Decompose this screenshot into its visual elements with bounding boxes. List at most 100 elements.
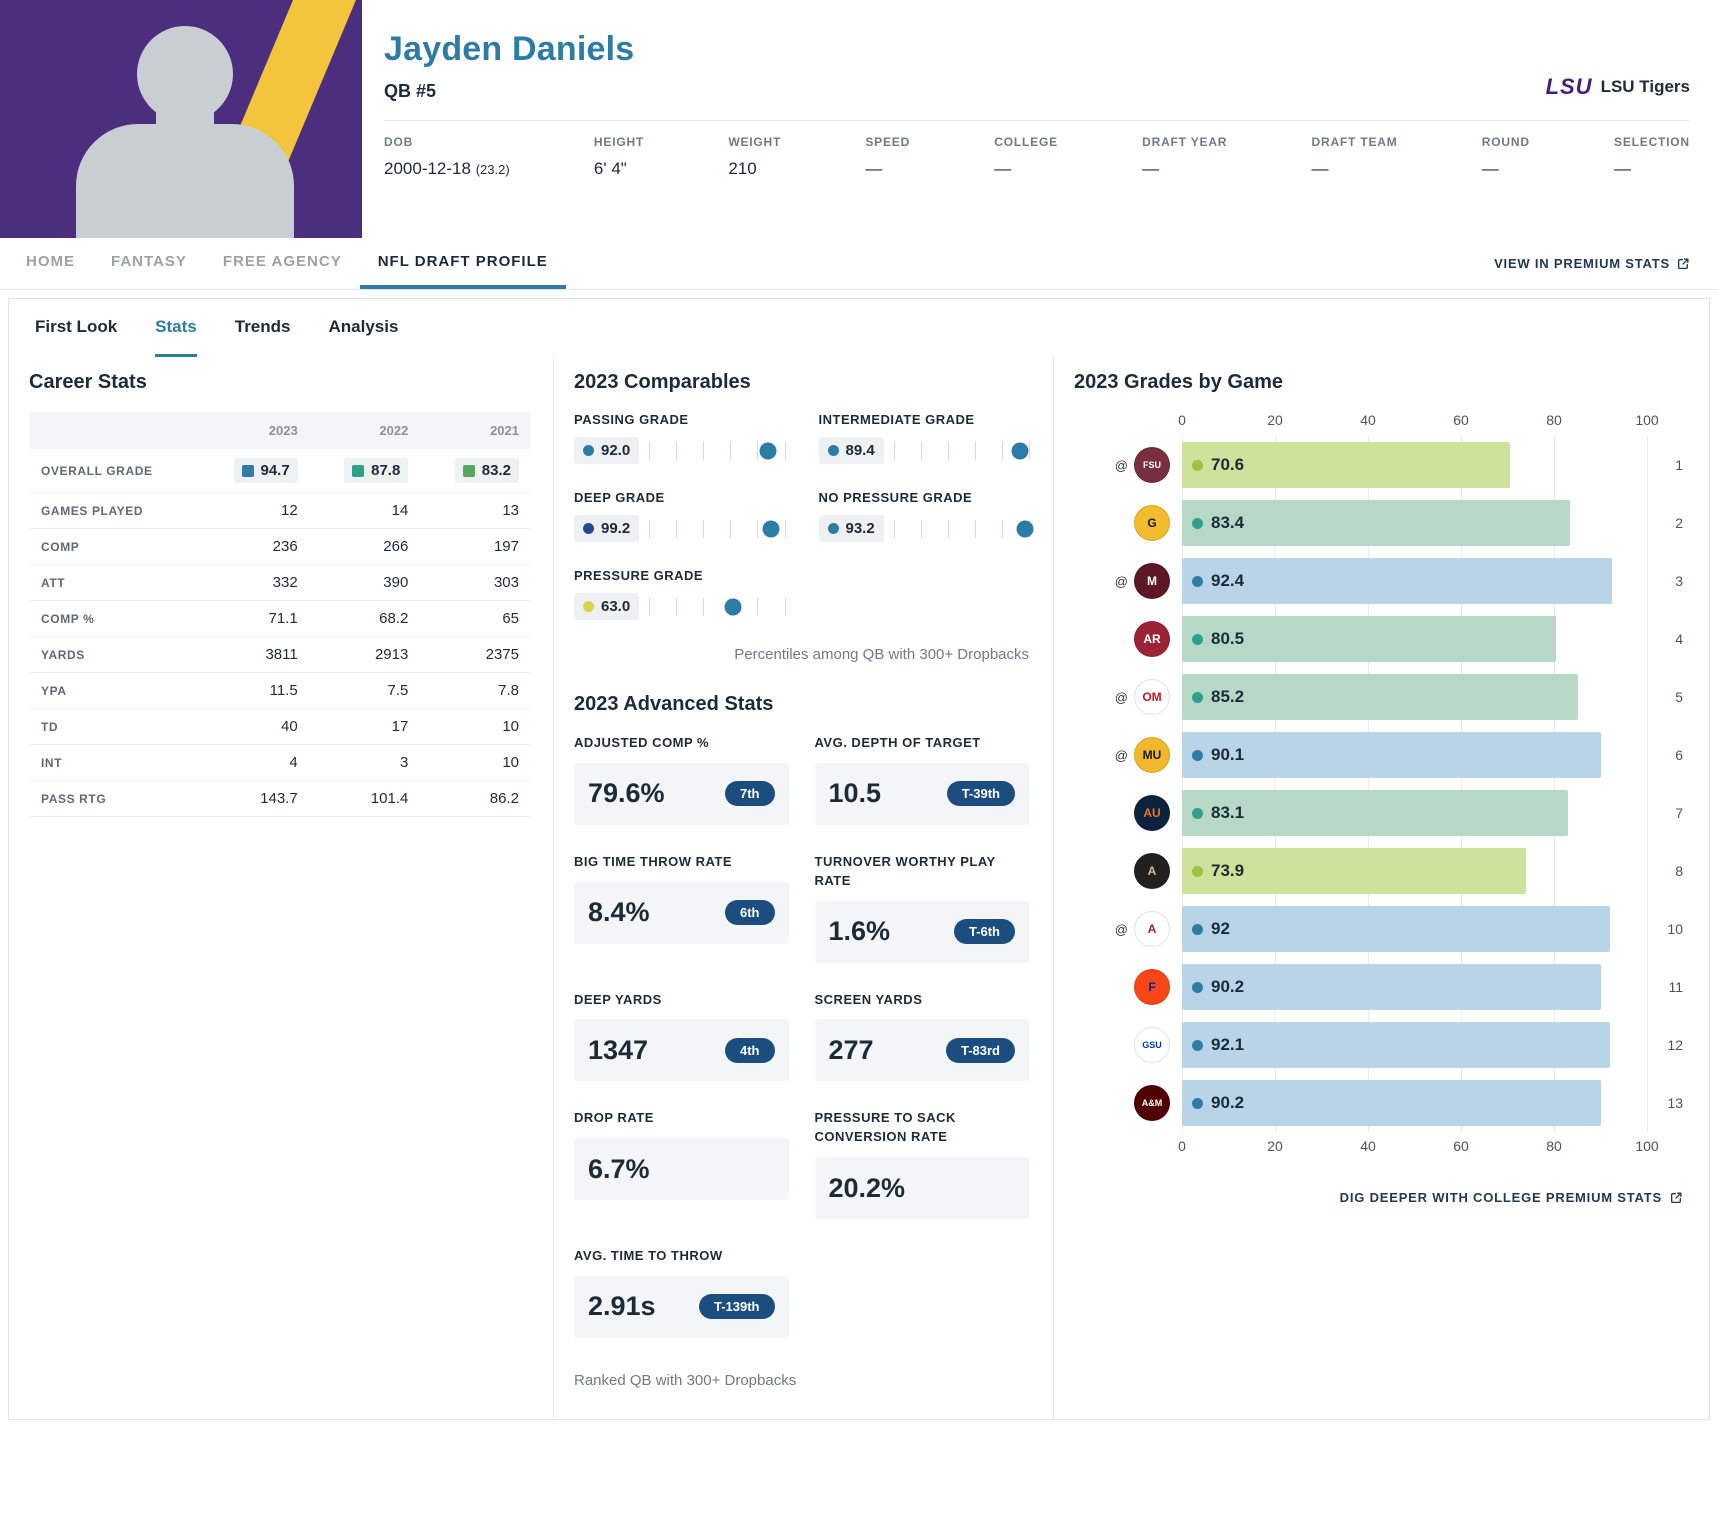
tab-stats[interactable]: Stats [155,299,197,357]
tab-analysis[interactable]: Analysis [328,316,399,336]
rank-pill: T-39th [946,781,1015,807]
bio-item-height: HEIGHT 6' 4" [593,135,645,178]
grade-bar: 90.2 [1182,1080,1602,1126]
stat-avg-time-to-throw: AVG. TIME TO THROW 2.91s T-139th [574,1247,789,1338]
grade-bar: 85.2 [1182,674,1579,720]
grade-badge: 89.4 [818,437,884,464]
team-block[interactable]: LSU LSU Tigers [1546,74,1690,102]
tab-trends[interactable]: Trends [234,316,291,336]
grade-dot [1192,691,1203,703]
stat-pressure-to-sack-rate: PRESSURE TO SACK CONVERSION RATE 20.2% [814,1109,1029,1220]
game-number: 12 [1667,1037,1683,1053]
percentile-caption: Percentiles among QB with 300+ Dropbacks [734,646,1029,663]
percentile-slider [649,440,786,462]
table-row: YARDS 3811 2913 2375 [29,636,531,673]
team-logo: OM [1134,679,1170,715]
bio-item-round: ROUND — [1481,135,1530,178]
table-row: COMP % 71.1 68.2 65 [29,600,531,637]
game-number: 13 [1667,1095,1683,1111]
comparable-no-pressure-grade: NO PRESSURE GRADE 93.2 [818,490,1034,542]
nav-item-free-agency[interactable]: FREE AGENCY [222,253,342,270]
grade-dot [827,445,839,456]
grade-badge: 93.2 [818,515,884,542]
team-logo: GSU [1134,1027,1170,1063]
team-logo: MU [1134,737,1170,773]
nav-item-fantasy[interactable]: FANTASY [111,253,187,270]
grade-bar: 90.2 [1182,964,1602,1010]
bio-row: DOB 2000-12-18 (23.2) HEIGHT 6' 4" WEIGH… [384,120,1690,179]
grade-bar: 83.4 [1182,500,1570,546]
table-row-overall-grade: OVERALL GRADE 94.7 87.8 83.2 [29,449,531,493]
comparable-intermediate-grade: INTERMEDIATE GRADE 89.4 [818,412,1030,464]
comparable-passing-grade: PASSING GRADE 92.0 [574,412,786,464]
chart-gridlines [1182,436,1648,1132]
grade-dot [1192,459,1203,471]
player-name: Jayden Daniels [384,30,635,68]
grade-dot [1192,749,1203,761]
grade-dot [1192,1097,1203,1109]
advanced-stats-title: 2023 Advanced Stats [574,693,774,715]
team-name: LSU Tigers [1600,77,1690,96]
rank-pill: T-6th [953,919,1015,945]
nav-item-home[interactable]: HOME [26,253,75,270]
grade-dot [583,523,594,534]
percentile-knob [1011,442,1029,459]
game-number: 5 [1675,689,1683,705]
career-stats-section: Career Stats 2023 2022 2021 OVERALL GRAD… [9,357,554,1419]
game-number: 2 [1675,515,1683,531]
grade-bar-row: @ MU 90.1 6 [1074,726,1683,784]
dig-deeper-link[interactable]: DIG DEEPER WITH COLLEGE PREMIUM STATS [1074,1190,1683,1205]
grade-dot [1192,807,1203,819]
grade-bar-row: @ OM 85.2 5 [1074,668,1683,726]
rank-pill: 7th [725,781,775,807]
view-premium-stats-link[interactable]: VIEW IN PREMIUM STATS [1494,238,1690,289]
game-number: 7 [1675,805,1683,821]
grade-dot [583,445,594,456]
grade-bar-row: AR 80.5 4 [1074,610,1683,668]
game-number: 10 [1667,921,1683,937]
team-logo: A [1134,911,1170,947]
nav-item-nfl-draft-profile[interactable]: NFL DRAFT PROFILE [359,238,566,289]
grade-bar: 90.1 [1182,732,1601,778]
grade-dot [1192,1039,1203,1051]
grade-bar-row: A 73.9 8 [1074,842,1683,900]
grade-bar: 70.6 [1182,442,1511,488]
grade-dot [583,601,594,612]
grade-bar-row: @ FSU 70.6 1 [1074,436,1683,494]
team-logo: AU [1134,795,1170,831]
table-header-row: 2023 2022 2021 [29,412,531,449]
external-link-icon [1677,257,1690,270]
grade-bar: 73.9 [1182,848,1526,894]
team-logo: A&M [1134,1085,1170,1121]
team-logo: A [1134,853,1170,889]
rank-pill: T-139th [698,1294,775,1320]
percentile-knob [1016,520,1034,537]
table-row: TD 40 17 10 [29,708,531,745]
rank-pill: 4th [725,1037,775,1063]
grade-bar: 83.1 [1182,790,1569,836]
career-stats-table: 2023 2022 2021 OVERALL GRADE 94.7 87.8 8… [29,412,531,817]
percentile-slider [649,596,786,618]
stat-adjusted-comp: ADJUSTED COMP % 79.6% 7th [574,734,789,825]
game-number: 6 [1675,747,1683,763]
bio-item-college: COLLEGE — [994,135,1058,178]
table-row: INT 4 3 10 [29,744,531,781]
table-row: YPA 11.5 7.5 7.8 [29,672,531,709]
grade-dot [462,464,475,477]
chart-axis-bottom: 0 20 40 60 80 100 [1178,1138,1659,1154]
percentile-slider [893,518,1034,540]
bio-item-draft-team: DRAFT TEAM — [1311,135,1398,178]
comparables-section: 2023 Comparables PASSING GRADE 92.0 INTE… [554,357,1054,1419]
team-logo: M [1134,563,1170,599]
comparables-title: 2023 Comparables [574,371,751,393]
tab-first-look[interactable]: First Look [35,316,118,336]
lsu-logo: LSU [1545,74,1593,99]
grade-badge: 63.0 [574,593,640,620]
team-logo: F [1134,969,1170,1005]
stat-turnover-worthy-play-rate: TURNOVER WORTHY PLAY RATE 1.6% T-6th [814,853,1029,963]
grades-by-game-section: 2023 Grades by Game 0 20 40 60 80 100 [1054,357,1709,1419]
grades-by-game-title: 2023 Grades by Game [1074,371,1284,393]
chart-axis-top: 0 20 40 60 80 100 [1178,412,1659,428]
grade-dot [1192,633,1203,645]
table-row: ATT 332 390 303 [29,564,531,601]
